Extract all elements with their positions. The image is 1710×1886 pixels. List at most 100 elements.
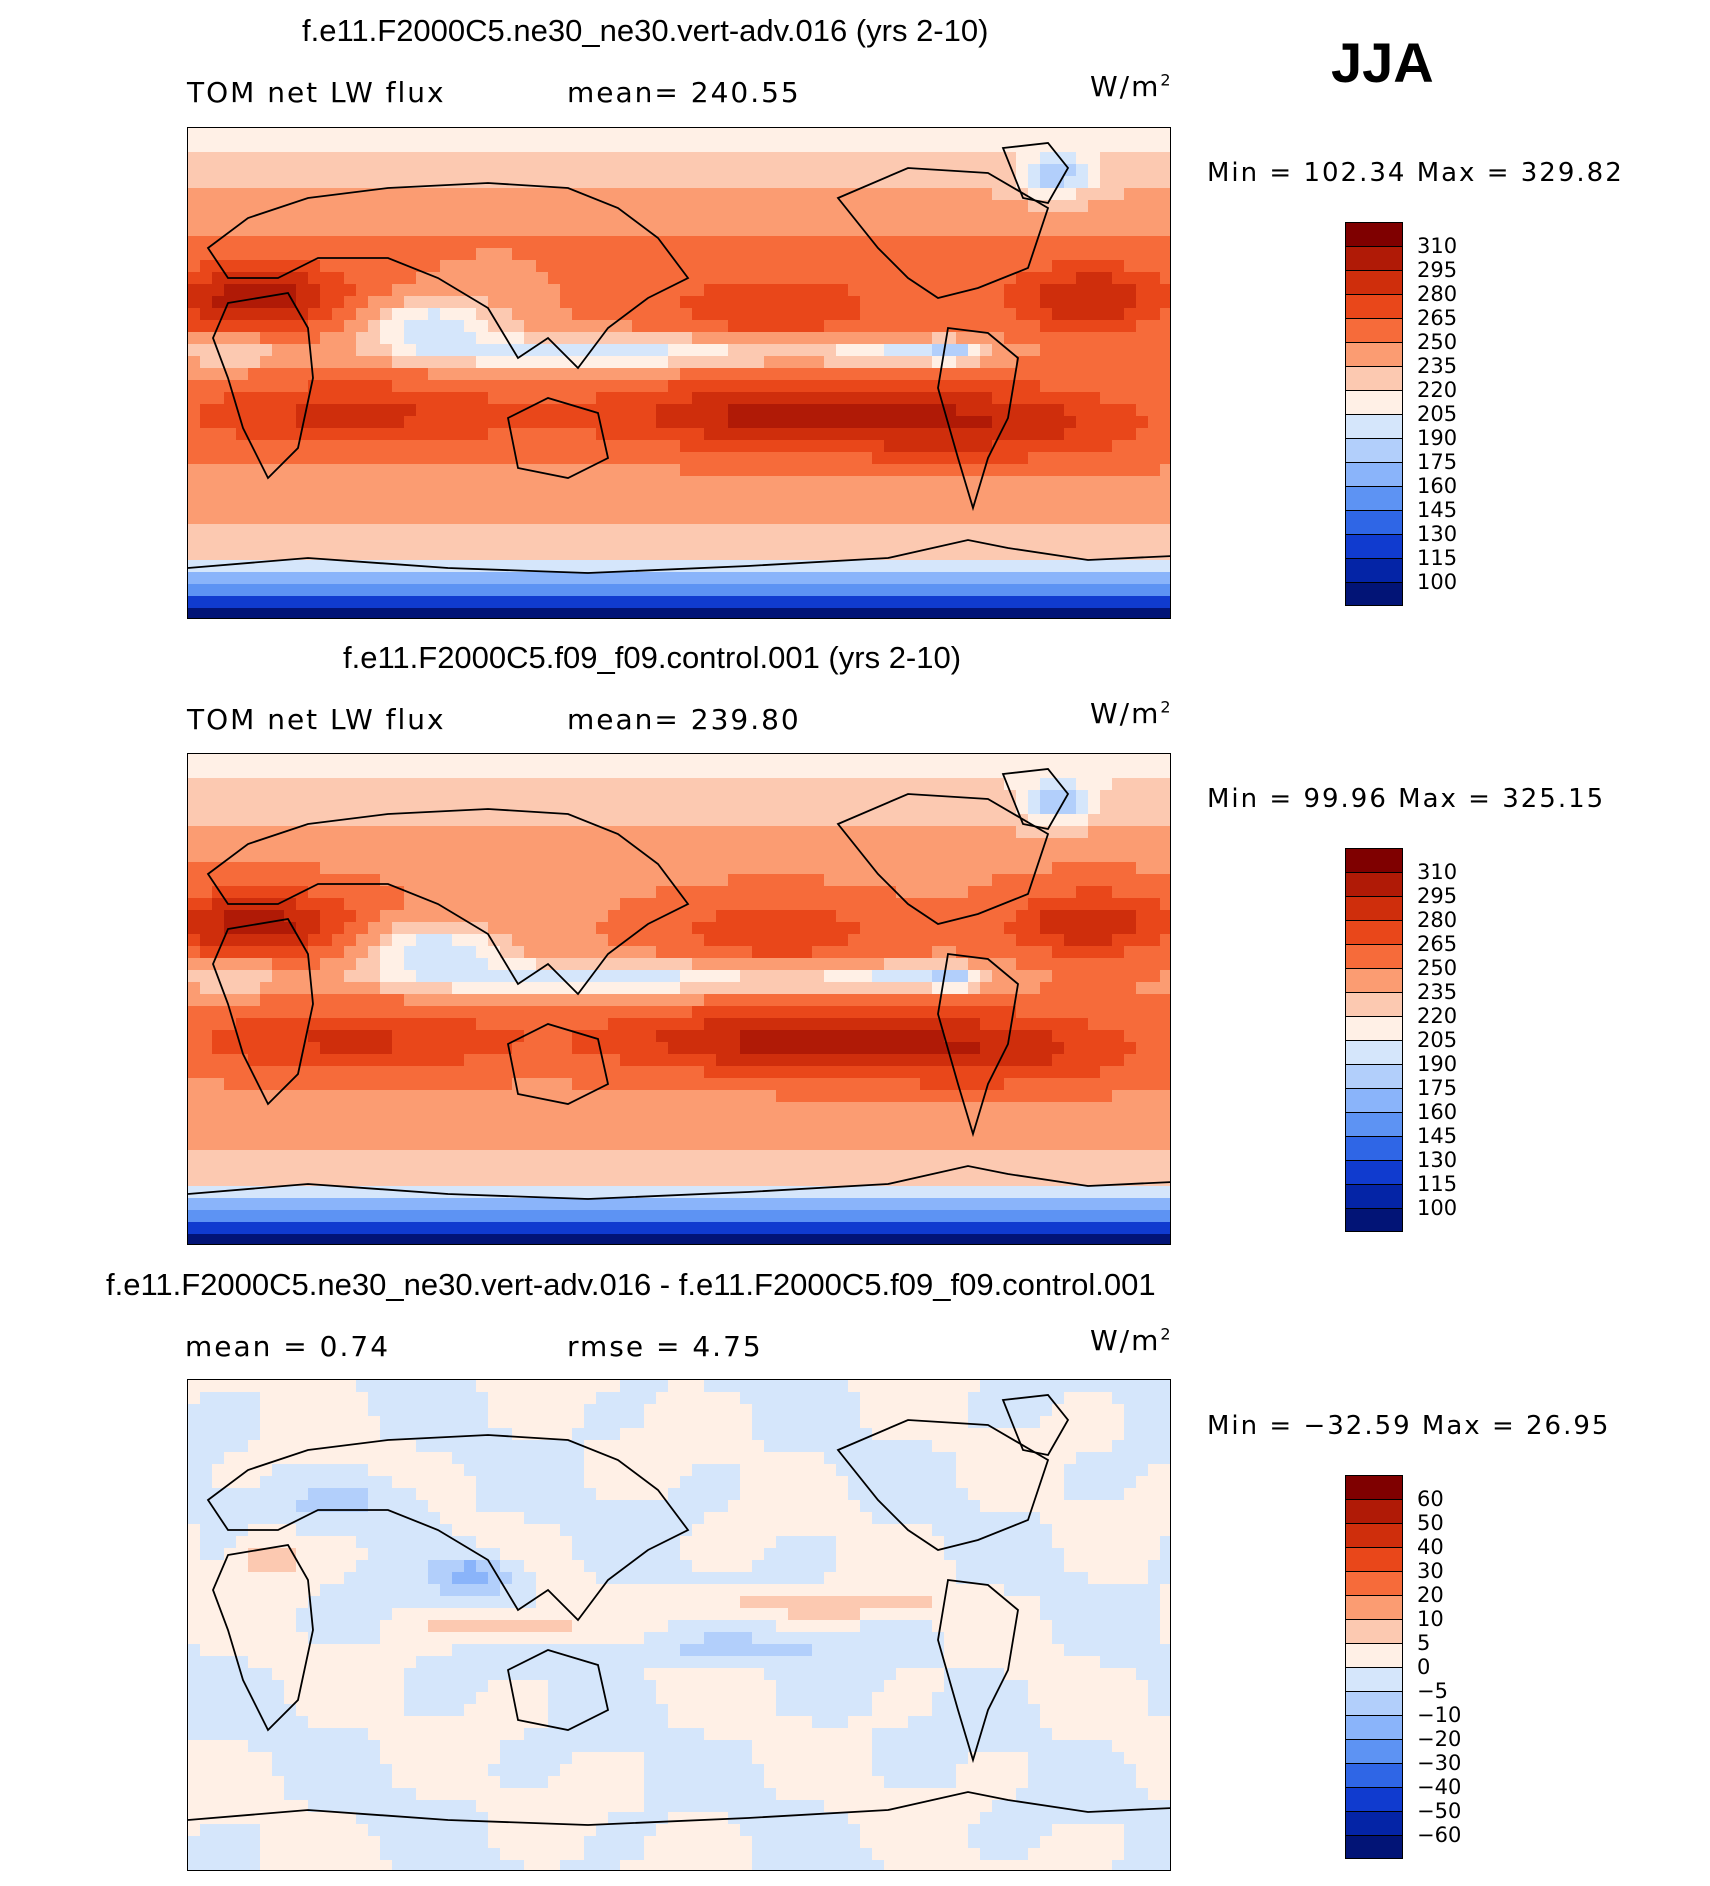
field-cell bbox=[656, 152, 669, 165]
field-cell bbox=[944, 766, 957, 779]
field-cell bbox=[560, 308, 573, 321]
field-cell bbox=[872, 260, 885, 273]
field-cell bbox=[404, 380, 417, 393]
field-cell bbox=[236, 802, 249, 815]
field-cell bbox=[488, 572, 501, 585]
field-cell bbox=[884, 404, 897, 417]
field-cell bbox=[668, 814, 681, 827]
field-cell bbox=[812, 802, 825, 815]
field-cell bbox=[404, 236, 417, 249]
field-cell bbox=[692, 140, 705, 153]
field-cell bbox=[1076, 320, 1089, 333]
field-cell bbox=[320, 898, 333, 911]
field-cell bbox=[1004, 946, 1017, 959]
field-cell bbox=[452, 826, 465, 839]
field-cell bbox=[668, 164, 681, 177]
field-cell bbox=[320, 934, 333, 947]
field-cell bbox=[380, 392, 393, 405]
field-cell bbox=[308, 152, 321, 165]
field-cell bbox=[812, 560, 825, 573]
field-cell bbox=[896, 344, 909, 357]
field-cell bbox=[428, 608, 441, 618]
field-cell bbox=[404, 488, 417, 501]
field-cell bbox=[1064, 862, 1077, 875]
field-cell bbox=[464, 272, 477, 285]
field-cell bbox=[272, 572, 285, 585]
field-cell bbox=[464, 236, 477, 249]
field-cell bbox=[1064, 524, 1077, 537]
field-cell bbox=[608, 296, 621, 309]
field-cell bbox=[1148, 464, 1161, 477]
field-cell bbox=[488, 754, 501, 767]
field-cell bbox=[908, 512, 921, 525]
field-cell bbox=[212, 790, 225, 803]
field-cell bbox=[428, 862, 441, 875]
field-cell bbox=[836, 958, 849, 971]
field-cell bbox=[656, 874, 669, 887]
field-cell bbox=[1136, 152, 1149, 165]
field-cell bbox=[392, 778, 405, 791]
field-cell bbox=[812, 284, 825, 297]
field-cell bbox=[1088, 862, 1101, 875]
field-cell bbox=[764, 188, 777, 201]
field-cell bbox=[368, 284, 381, 297]
field-cell bbox=[752, 416, 765, 429]
field-cell bbox=[1040, 260, 1053, 273]
field-cell bbox=[968, 380, 981, 393]
field-cell bbox=[860, 380, 873, 393]
field-cell bbox=[320, 524, 333, 537]
field-cell bbox=[1136, 308, 1149, 321]
field-cell bbox=[440, 224, 453, 237]
field-cell bbox=[632, 188, 645, 201]
colorbar-label: 175 bbox=[1417, 450, 1458, 474]
field-cell bbox=[848, 188, 861, 201]
field-cell bbox=[596, 332, 609, 345]
field-cell bbox=[1016, 596, 1029, 609]
field-cell bbox=[212, 500, 225, 513]
field-cell bbox=[380, 152, 393, 165]
field-cell bbox=[752, 946, 765, 959]
field-cell bbox=[1064, 536, 1077, 549]
field-cell bbox=[548, 946, 561, 959]
field-cell bbox=[632, 356, 645, 369]
field-cell bbox=[476, 862, 489, 875]
field-cell bbox=[920, 886, 933, 899]
field-cell bbox=[200, 754, 213, 767]
field-cell bbox=[872, 838, 885, 851]
field-cell bbox=[452, 320, 465, 333]
field-cell bbox=[536, 874, 549, 887]
field-cell bbox=[296, 766, 309, 779]
field-cell bbox=[524, 356, 537, 369]
field-cell bbox=[632, 248, 645, 261]
field-cell bbox=[236, 164, 249, 177]
field-cell bbox=[1160, 874, 1170, 887]
coastline bbox=[212, 292, 314, 480]
field-cell bbox=[452, 754, 465, 767]
field-cell bbox=[1100, 488, 1113, 501]
field-cell bbox=[848, 320, 861, 333]
field-cell bbox=[1088, 488, 1101, 501]
field-cell bbox=[1148, 946, 1161, 959]
field-cell bbox=[332, 224, 345, 237]
field-cell bbox=[188, 766, 201, 779]
field-cell bbox=[620, 176, 633, 189]
field-cell bbox=[1028, 838, 1041, 851]
field-cell bbox=[956, 898, 969, 911]
field-cell bbox=[296, 236, 309, 249]
field-cell bbox=[944, 236, 957, 249]
field-cell bbox=[404, 754, 417, 767]
field-cell bbox=[572, 898, 585, 911]
field-cell bbox=[248, 416, 261, 429]
field-cell bbox=[320, 802, 333, 815]
field-cell bbox=[728, 910, 741, 923]
field-cell bbox=[548, 524, 561, 537]
field-cell bbox=[560, 464, 573, 477]
field-cell bbox=[908, 826, 921, 839]
field-cell bbox=[536, 946, 549, 959]
field-cell bbox=[368, 356, 381, 369]
field-cell bbox=[380, 958, 393, 971]
field-cell bbox=[752, 272, 765, 285]
field-cell bbox=[560, 838, 573, 851]
field-cell bbox=[824, 296, 837, 309]
field-cell bbox=[1100, 922, 1113, 935]
